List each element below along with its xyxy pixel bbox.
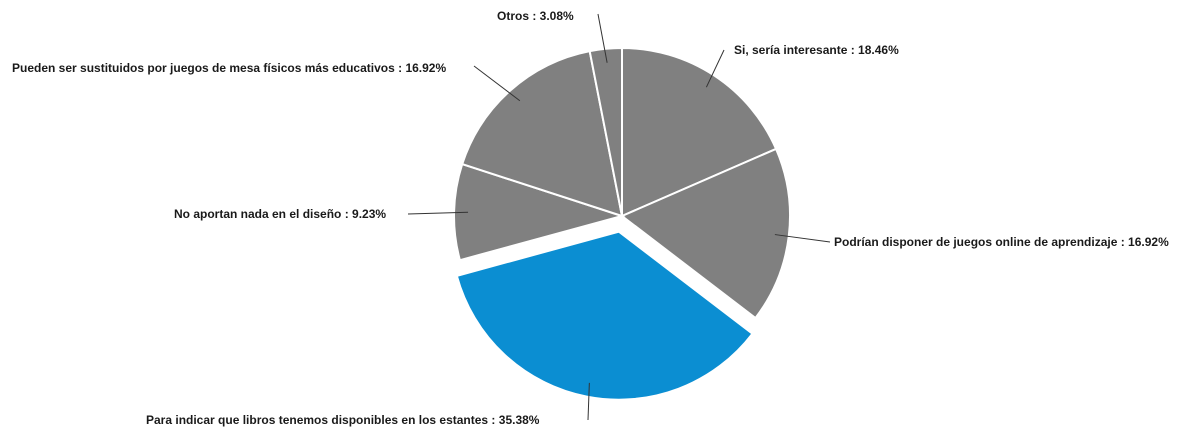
leader-line-para-indicar-que-libros-tenemos-disponibles-en-los-estantes — [587, 382, 590, 421]
slice-label-no-aportan-nada: No aportan nada en el diseño : 9.23% — [174, 207, 386, 221]
slice-label-juegos-de-mesa: Pueden ser sustituidos por juegos de mes… — [12, 61, 446, 75]
leader-line-podrian-disponer-de-juegos-online-de-aprendizaje — [774, 234, 831, 243]
leader-line-si-seria-interesante — [705, 49, 725, 88]
leader-lines — [407, 13, 831, 421]
slice-label-juegos-online: Podrían disponer de juegos online de apr… — [834, 235, 1169, 249]
pie-slice-si-seria-interesante — [621, 46, 778, 218]
leader-line-otros — [597, 13, 608, 63]
slice-labels: Si, sería interesante : 18.46% Podrían d… — [12, 9, 1169, 427]
slice-label-otros: Otros : 3.08% — [497, 9, 574, 23]
pie-slice-para-indicar-que-libros-tenemos-disponibles-en-los-estantes — [455, 230, 754, 401]
leader-line-no-aportan-nada-en-el-diseno — [407, 211, 469, 215]
pie-slice-pueden-ser-sustituidos-por-juegos-de-mesa-fisicos-mas-educativos — [460, 49, 624, 218]
slice-label-libros-disponibles: Para indicar que libros tenemos disponib… — [146, 413, 540, 427]
leader-line-pueden-ser-sustituidos-por-juegos-de-mesa-fisicos-mas-educativos — [473, 65, 521, 102]
pie-slice-otros — [588, 46, 623, 217]
pie-slices — [453, 46, 791, 401]
pie-slice-no-aportan-nada-en-el-diseno — [453, 162, 626, 262]
slice-label-si-seria-interesante: Si, sería interesante : 18.46% — [734, 43, 899, 57]
